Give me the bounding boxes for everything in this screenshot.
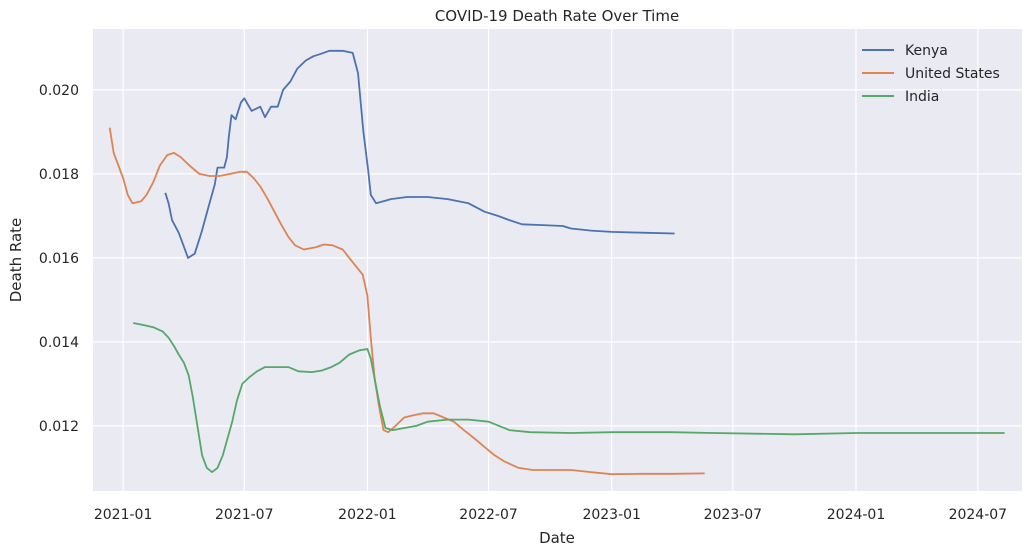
legend-label-kenya: Kenya <box>905 43 948 59</box>
x-tick-2021-07: 2021-07 <box>215 507 274 523</box>
x-tick-2021-01: 2021-01 <box>94 507 153 523</box>
y-tick-0-012: 0.012 <box>39 419 79 435</box>
y-axis-tick-labels: 0.012 0.014 0.016 0.018 0.020 <box>39 83 79 435</box>
legend-label-united-states: United States <box>905 66 1000 82</box>
legend: Kenya United States India <box>862 43 1000 105</box>
y-tick-0-020: 0.020 <box>39 83 79 99</box>
grid-lines <box>93 29 1022 491</box>
legend-label-india: India <box>905 89 939 105</box>
y-axis-label: Death Rate <box>7 218 25 303</box>
y-tick-0-016: 0.016 <box>39 251 79 267</box>
x-tick-2023-07: 2023-07 <box>704 507 763 523</box>
y-tick-0-018: 0.018 <box>39 167 79 183</box>
series-line-united-states <box>108 127 705 476</box>
x-tick-2023-01: 2023-01 <box>582 507 641 523</box>
series-lines <box>108 49 1005 476</box>
y-tick-0-014: 0.014 <box>39 335 79 351</box>
series-line-india <box>133 322 1005 473</box>
chart-title: COVID-19 Death Rate Over Time <box>435 7 679 25</box>
x-axis-label: Date <box>539 529 575 547</box>
series-line-kenya <box>164 49 675 259</box>
x-axis-tick-labels: 2021-01 2021-07 2022-01 2022-07 2023-01 2023-… <box>94 507 1007 523</box>
x-tick-2022-07: 2022-07 <box>459 507 518 523</box>
x-tick-2024-07: 2024-07 <box>949 507 1008 523</box>
x-tick-2024-01: 2024-01 <box>827 507 886 523</box>
x-tick-2022-01: 2022-01 <box>338 507 397 523</box>
